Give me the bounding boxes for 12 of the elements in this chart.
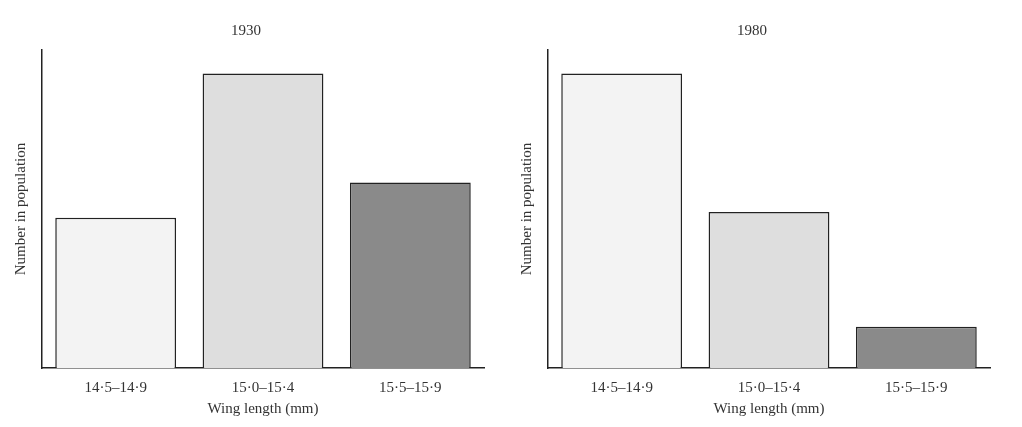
chart-title: 1930: [231, 21, 261, 38]
x-tick-label: 15·0–15·4: [737, 378, 801, 395]
chart-title: 1980: [737, 21, 767, 38]
x-tick-label: 14·5–14·9: [590, 378, 653, 395]
x-axis-title: Wing length (mm): [207, 399, 319, 417]
x-tick-label: 15·0–15·4: [231, 378, 295, 395]
y-axis-title: Number in population: [517, 142, 534, 276]
x-tick-label: 14·5–14·9: [84, 378, 147, 395]
x-tick-label: 15·5–15·9: [885, 378, 948, 395]
x-axis-title: Wing length (mm): [713, 399, 825, 417]
y-axis-title: Number in population: [11, 142, 28, 276]
x-tick-label: 15·5–15·9: [379, 378, 442, 395]
